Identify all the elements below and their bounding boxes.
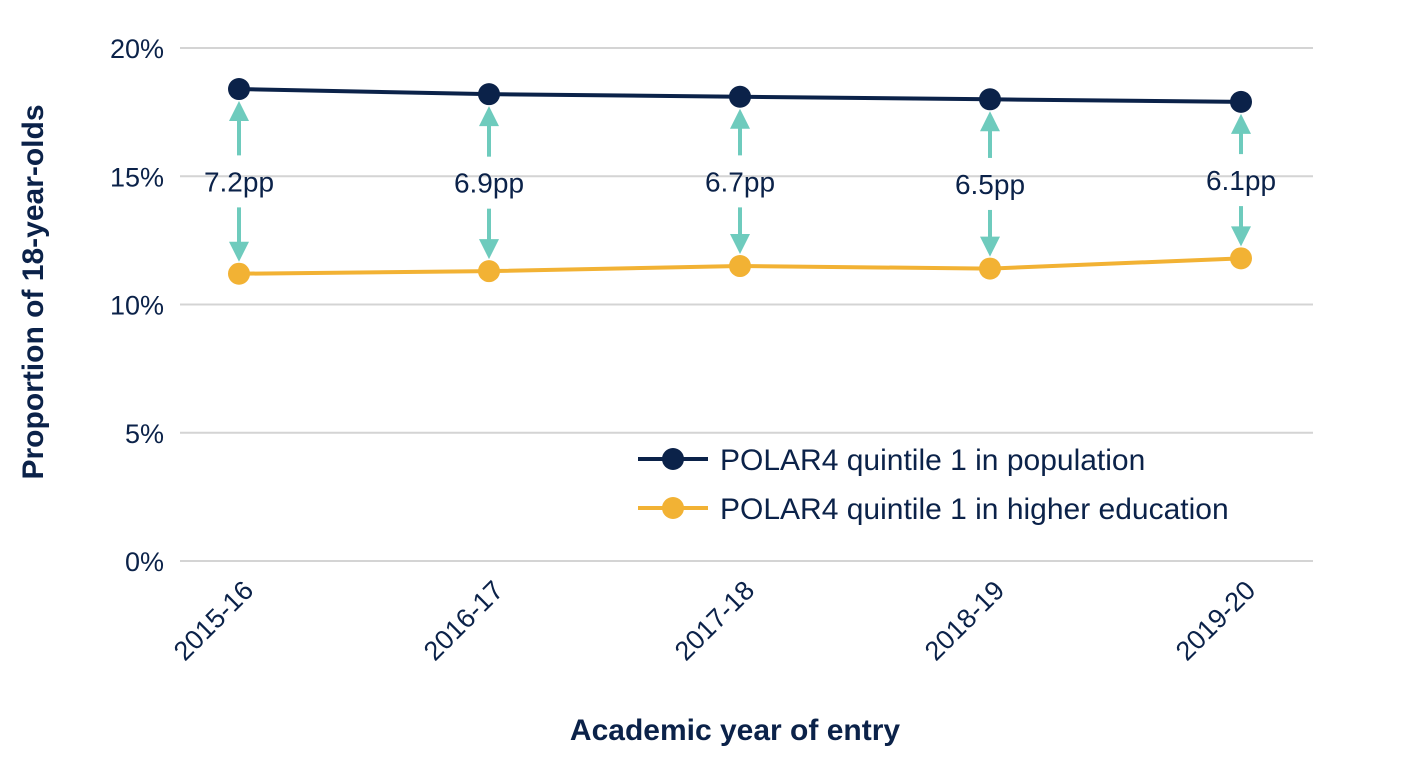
gap-label: 6.7pp xyxy=(705,166,775,197)
arrow-head-down xyxy=(1231,226,1251,247)
y-tick-label: 5% xyxy=(125,419,164,449)
x-axis-ticks: 2015-16 2016-17 2017-18 2018-19 2019-20 xyxy=(168,575,1261,666)
x-tick-label: 2018-19 xyxy=(919,575,1010,666)
arrow-head-down xyxy=(980,236,1000,257)
y-tick-label: 15% xyxy=(110,162,164,192)
population-point xyxy=(228,78,250,101)
higher-education-point xyxy=(1230,247,1252,270)
gap-label: 6.1pp xyxy=(1206,165,1276,196)
higher-education-point xyxy=(478,260,500,283)
gridlines xyxy=(180,47,1313,562)
arrow-head-up xyxy=(479,106,499,127)
arrow-head-down xyxy=(229,241,249,262)
population-point xyxy=(1230,90,1252,113)
gap-label: 7.2pp xyxy=(204,166,274,197)
higher-education-point xyxy=(979,257,1001,280)
gap-annotations: 7.2pp 6.9pp 6.7pp 6.5pp 6.1pp xyxy=(204,101,1276,262)
y-tick-label: 10% xyxy=(110,291,164,321)
gap-label: 6.5pp xyxy=(955,169,1025,200)
legend-swatch-marker xyxy=(662,497,684,519)
y-axis-ticks: 0% 5% 10% 15% 20% xyxy=(110,34,164,577)
x-tick-label: 2019-20 xyxy=(1170,575,1261,666)
higher-education-point xyxy=(228,262,250,285)
y-axis-title: Proportion of 18-year-olds xyxy=(17,104,50,479)
legend-label: POLAR4 quintile 1 in higher education xyxy=(720,493,1229,526)
y-tick-label: 0% xyxy=(125,547,164,577)
arrow-head-down xyxy=(479,239,499,260)
population-point xyxy=(979,88,1001,111)
gap-label: 6.9pp xyxy=(454,168,524,199)
arrow-head-down xyxy=(730,234,750,255)
arrow-head-up xyxy=(229,101,249,122)
x-tick-label: 2016-17 xyxy=(418,575,509,666)
series-lines xyxy=(228,78,1252,285)
population-point xyxy=(729,85,751,108)
y-tick-label: 20% xyxy=(110,34,164,64)
arrow-head-up xyxy=(730,108,750,129)
x-tick-label: 2015-16 xyxy=(168,575,259,666)
x-tick-label: 2017-18 xyxy=(669,575,760,666)
higher-education-point xyxy=(729,255,751,278)
arrow-head-up xyxy=(1231,113,1251,134)
legend-label: POLAR4 quintile 1 in population xyxy=(720,444,1145,477)
x-axis-title: Academic year of entry xyxy=(570,714,900,747)
arrow-head-up xyxy=(980,111,1000,132)
population-point xyxy=(478,83,500,106)
legend: POLAR4 quintile 1 in population POLAR4 qu… xyxy=(638,444,1229,526)
legend-swatch-marker xyxy=(662,448,684,470)
